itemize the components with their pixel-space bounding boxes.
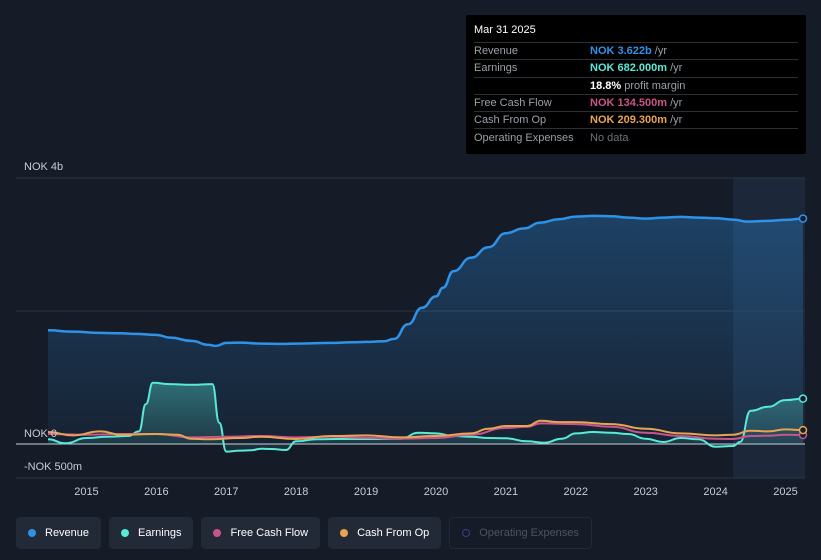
tooltip-row-value: NOK 134.500m — [590, 97, 668, 110]
legend-label: Revenue — [45, 527, 90, 539]
x-tick-label: 2020 — [424, 486, 448, 498]
legend-dot-icon — [462, 529, 471, 537]
tooltip-row-label: Free Cash Flow — [474, 97, 552, 110]
tooltip-date: Mar 31 2025 — [474, 24, 536, 36]
legend-label: Cash From Op — [357, 527, 430, 539]
x-tick-label: 2022 — [564, 486, 588, 498]
cash-from-op-line — [47, 419, 804, 441]
tooltip-row-value: NOK 3.622b — [590, 45, 652, 58]
tooltip-row-unit: /yr — [667, 97, 683, 110]
legend-dot-icon — [121, 529, 130, 537]
tooltip-row-value: NOK 682.000m — [590, 62, 668, 75]
earnings-end-marker — [798, 394, 808, 403]
legend-dot-icon — [28, 529, 36, 537]
cash-from-op-end-marker — [798, 425, 808, 435]
x-tick-label: 2024 — [703, 486, 727, 498]
earnings-area — [48, 382, 803, 452]
tooltip-row-label: Cash From Op — [474, 114, 547, 127]
tooltip-row-label: Earnings — [474, 62, 518, 75]
legend-item-operating-expenses[interactable]: Operating Expenses — [449, 517, 592, 549]
x-tick-label: 2018 — [284, 486, 308, 498]
tooltip-row: Earnings NOK 682.000m /yr — [474, 59, 798, 76]
free-cash-flow-line — [47, 422, 804, 440]
legend-item-revenue[interactable]: Revenue — [16, 517, 102, 549]
tooltip-row: Cash From Op NOK 209.300m /yr — [474, 111, 798, 128]
tooltip-row-unit: /yr — [651, 45, 668, 58]
x-tick-label: 2015 — [74, 486, 98, 498]
y-label-bottom: -NOK 500m — [24, 461, 82, 473]
tooltip-row: 18.8% profit margin — [474, 76, 798, 94]
y-label-top: NOK 4b — [24, 161, 63, 173]
legend-label: Operating Expenses — [479, 527, 579, 539]
x-tick-label: 2023 — [633, 486, 657, 498]
chart-area: NOK 4b NOK 0 -NOK 500m 2015 2016 2017 2018 2… — [16, 161, 808, 498]
x-tick-label: 2019 — [354, 486, 378, 498]
tooltip-row-label: Revenue — [474, 45, 519, 58]
legend: Revenue Earnings Free Cash Flow Cash From O… — [16, 517, 592, 549]
revenue-line — [47, 214, 804, 348]
tooltip-row-value: No data — [590, 131, 629, 144]
y-label-zero: NOK 0 — [24, 428, 57, 440]
tooltip-panel: Mar 31 2025 Revenue NOK 3.622b /yr Earning… — [466, 15, 806, 154]
x-tick-label: 2016 — [144, 486, 168, 498]
legend-dot-icon — [340, 529, 349, 537]
tooltip-row-value: NOK 209.300m — [590, 114, 668, 127]
legend-item-cash-from-op[interactable]: Cash From Op — [328, 517, 442, 549]
tooltip-row-value: 18.8% — [590, 79, 622, 92]
tooltip-row: Operating Expenses No data — [474, 128, 798, 145]
earnings-line — [47, 381, 804, 453]
tooltip-row-label: Operating Expenses — [474, 131, 574, 144]
legend-label: Free Cash Flow — [230, 527, 309, 539]
tooltip-row: Free Cash Flow NOK 134.500m /yr — [474, 93, 798, 111]
revenue-end-marker — [798, 214, 808, 223]
x-tick-label: 2021 — [494, 486, 518, 498]
x-tick-label: 2025 — [773, 486, 797, 498]
legend-dot-icon — [213, 529, 222, 537]
legend-label: Earnings — [138, 527, 182, 539]
revenue-area — [48, 215, 803, 444]
legend-item-earnings[interactable]: Earnings — [109, 517, 194, 549]
tooltip-row: Revenue NOK 3.622b /yr — [474, 42, 798, 59]
tooltip-row-unit: /yr — [667, 114, 683, 127]
tooltip-row-unit: /yr — [667, 62, 683, 75]
legend-item-free-cash-flow[interactable]: Free Cash Flow — [201, 517, 321, 549]
tooltip-row-unit: profit margin — [621, 79, 686, 92]
x-tick-label: 2017 — [214, 486, 238, 498]
